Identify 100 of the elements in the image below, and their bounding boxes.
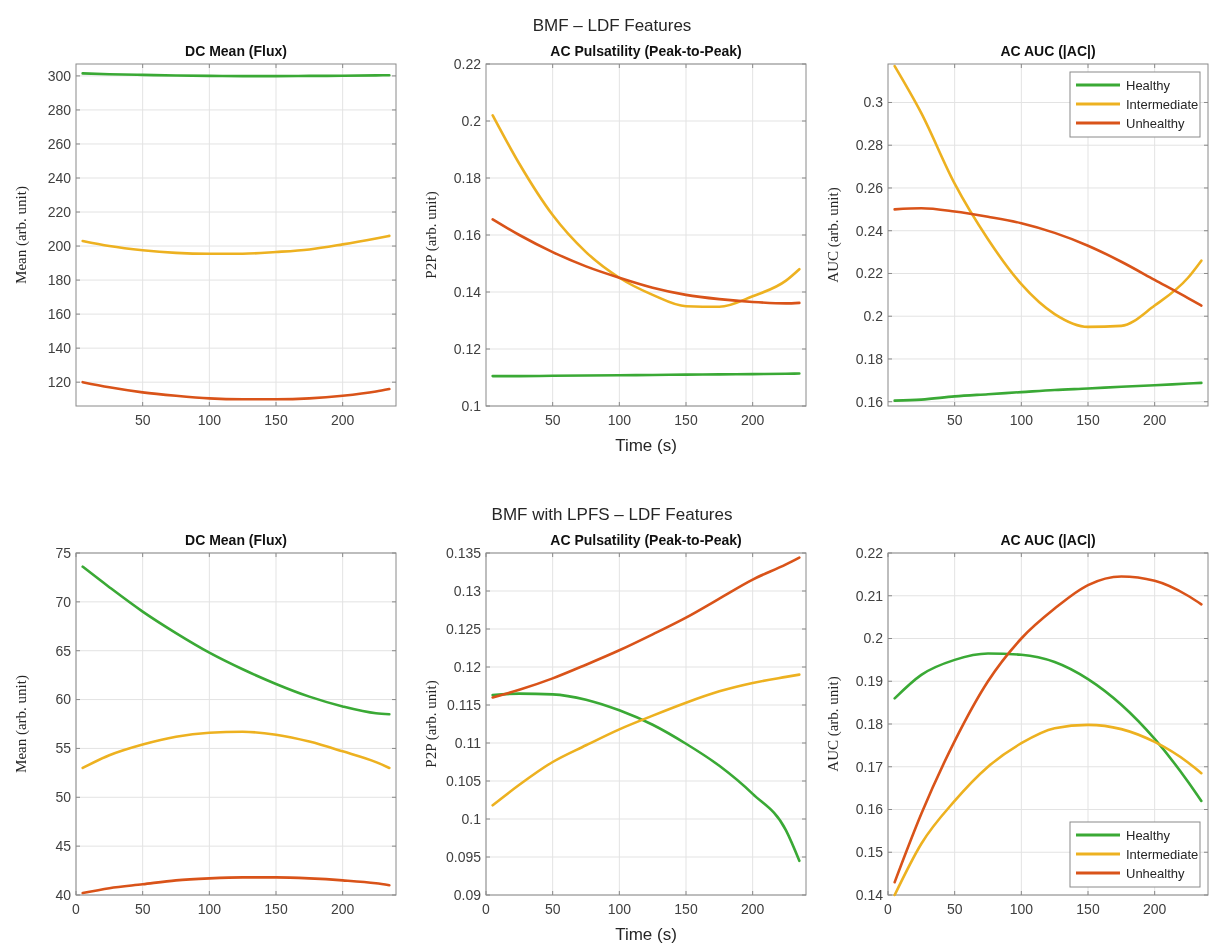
y-tick-label: 50 [55,789,72,806]
line-series [893,381,1203,402]
y-axis-title: AUC (arb. unit) [825,676,842,772]
text: BMF – LDF Features [532,16,692,35]
x-tick-label: 100 [1009,901,1034,917]
legend-label: Healthy [1126,77,1171,93]
y-axis-title: Mean (arb. unit) [13,675,30,773]
line-series [893,575,1203,884]
x-tick-label: 50 [544,412,561,428]
x-tick-label: 50 [946,901,963,917]
y-tick-label: 0.3 [863,94,884,111]
line-series [81,730,391,770]
line-series [81,380,391,401]
y-tick-label: 0.26 [855,179,884,196]
x-tick-label: 50 [946,412,963,428]
y-tick-label: 200 [47,237,72,254]
y-tick-label: 0.28 [855,137,884,154]
y-tick-label: 0.1 [461,810,482,827]
line-series [893,64,1203,329]
x-tick-label: 50 [134,412,151,428]
y-axis-title: P2P (arb. unit) [423,191,440,279]
chart-title: AC AUC (|AC|) [1000,43,1096,59]
x-tick-label: 200 [1142,901,1167,917]
y-tick-label: 0.125 [445,620,482,637]
y-tick-label: 0.22 [453,55,482,72]
x-axis-title: Time (s) [615,436,677,455]
y-tick-label: 0.12 [453,658,482,675]
x-tick-label: 50 [544,901,561,917]
y-tick-label: 0.1 [461,397,482,414]
y-tick-label: 0.16 [453,226,482,243]
y-tick-label: 280 [47,101,72,118]
y-axis-title: Mean (arb. unit) [13,186,30,284]
x-tick-label: 200 [740,901,765,917]
x-tick-label: 100 [197,901,222,917]
y-tick-label: 0.21 [855,587,884,604]
y-tick-label: 0.22 [855,265,884,282]
x-tick-label: 50 [134,901,151,917]
legend-label: Unhealthy [1126,115,1186,131]
y-tick-label: 0.24 [855,222,884,239]
y-tick-label: 0.18 [855,350,884,367]
y-axis-title: AUC (arb. unit) [825,187,842,283]
chart-title: DC Mean (Flux) [185,43,287,59]
x-tick-label: 0 [72,901,81,917]
x-tick-label: 150 [1076,412,1100,428]
x-tick-label: 150 [674,901,698,917]
x-tick-label: 100 [197,412,222,428]
line-series [491,218,801,305]
line-series [893,723,1203,897]
y-tick-label: 70 [55,593,72,610]
y-tick-label: 0.135 [445,544,482,561]
y-tick-label: 300 [47,67,72,84]
y-tick-label: 65 [55,642,72,659]
y-tick-label: 0.22 [855,544,884,561]
y-tick-label: 220 [47,203,72,220]
line-series [491,556,801,699]
y-tick-label: 0.115 [447,696,482,713]
chart-title: DC Mean (Flux) [185,532,287,548]
y-tick-label: 0.18 [453,169,482,186]
line-series [491,673,801,807]
y-tick-label: 0.095 [445,848,482,865]
x-tick-label: 150 [264,901,288,917]
y-tick-label: 0.12 [453,340,482,357]
chart-title: AC Pulsatility (Peak-to-Peak) [550,532,742,548]
y-tick-label: 0.2 [863,630,884,647]
chart-title: AC AUC (|AC|) [1000,532,1096,548]
y-tick-label: 0.11 [454,734,482,751]
legend-label: Intermediate [1126,846,1199,862]
y-tick-label: 260 [47,135,72,152]
line-series [81,234,391,256]
y-tick-label: 0.105 [445,772,482,789]
y-tick-label: 40 [55,886,72,903]
line-series [491,692,801,863]
y-tick-label: 0.14 [453,283,482,300]
y-tick-label: 0.09 [453,886,482,903]
y-tick-label: 120 [47,374,72,391]
x-tick-label: 150 [1076,901,1100,917]
line-series [81,565,391,716]
x-tick-label: 200 [1142,412,1167,428]
legend-label: Unhealthy [1126,865,1186,881]
y-tick-label: 0.2 [461,112,482,129]
line-series [893,652,1203,803]
line-series [893,206,1203,307]
line-series [491,114,801,309]
y-tick-label: 0.2 [863,308,884,325]
x-tick-label: 200 [330,901,355,917]
y-tick-label: 140 [47,340,72,357]
x-tick-label: 200 [740,412,765,428]
x-tick-label: 100 [1009,412,1034,428]
legend-label: Intermediate [1126,96,1199,112]
line-series [81,876,391,895]
y-tick-label: 60 [55,691,72,708]
y-tick-label: 240 [47,169,72,186]
x-tick-label: 100 [607,412,632,428]
y-axis-title: P2P (arb. unit) [423,680,440,768]
y-tick-label: 0.19 [855,673,884,690]
x-tick-label: 200 [330,412,355,428]
chart-title: AC Pulsatility (Peak-to-Peak) [550,43,742,59]
y-tick-label: 0.16 [855,801,884,818]
x-axis-title: Time (s) [615,925,677,944]
legend-label: Healthy [1126,827,1171,843]
